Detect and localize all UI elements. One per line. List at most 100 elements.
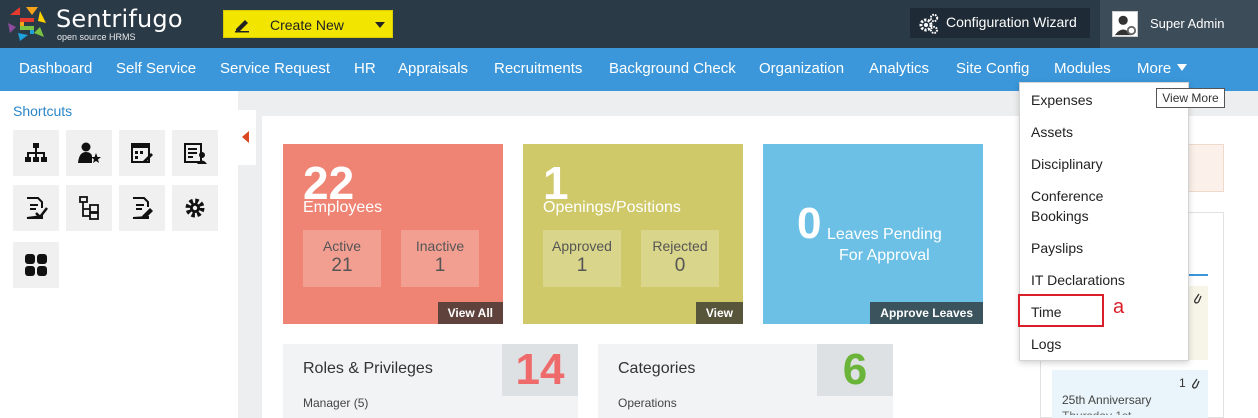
shortcut-calendar[interactable] (119, 130, 165, 176)
menu-item-time[interactable]: Time (1031, 304, 1062, 320)
leaves-label-line2: For Approval (839, 247, 930, 264)
approve-leaves-button[interactable]: Approve Leaves (870, 302, 983, 324)
rejected-label: Rejected (652, 238, 708, 254)
notice-widget (1188, 144, 1224, 192)
brand-tagline: open source HRMS (57, 32, 136, 42)
leaves-label-line1: Leaves Pending (827, 226, 942, 243)
openings-rejected-box: Rejected 0 (641, 230, 719, 287)
roles-count: 14 (502, 344, 578, 396)
roles-title: Roles & Privileges (303, 360, 433, 377)
nav-site-config[interactable]: Site Config (956, 60, 1030, 77)
menu-item-it-declarations[interactable]: IT Declarations (1031, 272, 1125, 288)
tree-structure-icon (79, 196, 99, 220)
create-new-label: Create New (270, 17, 344, 33)
events-tab-underline (1184, 274, 1208, 276)
active-value: 21 (331, 255, 353, 276)
leaves-card: 0 Leaves Pending For Approval Approve Le… (763, 144, 983, 324)
brand-name: Sentrifugo (56, 5, 183, 33)
menu-item-disciplinary[interactable]: Disciplinary (1031, 156, 1103, 172)
paperclip-icon (1192, 378, 1200, 389)
nav-hr[interactable]: HR (354, 60, 376, 77)
top-header: Sentrifugo open source HRMS Create New C… (0, 0, 1258, 48)
shortcut-apps[interactable] (13, 242, 59, 288)
nav-dashboard[interactable]: Dashboard (19, 60, 93, 77)
nav-organization[interactable]: Organization (759, 60, 845, 77)
active-label: Active (322, 238, 362, 254)
nav-self-service[interactable]: Self Service (116, 60, 197, 77)
document-edit-icon (132, 197, 153, 219)
caret-down-icon (1177, 64, 1188, 71)
menu-item-assets[interactable]: Assets (1031, 124, 1074, 140)
nav-more-label: More (1137, 60, 1172, 77)
menu-item-payslips[interactable]: Payslips (1031, 240, 1084, 256)
menu-item-expenses[interactable]: Expenses (1031, 92, 1093, 108)
employees-count: 22 (303, 157, 355, 209)
categories-first-item[interactable]: Operations (618, 396, 677, 410)
nav-more[interactable]: More (1137, 60, 1188, 77)
roles-privileges-panel: Roles & Privileges 14 Manager (5) (283, 344, 578, 418)
shortcut-employee-star[interactable] (66, 130, 112, 176)
inactive-value: 1 (434, 255, 446, 276)
view-more-tooltip: View More (1156, 88, 1225, 108)
nav-modules[interactable]: Modules (1054, 60, 1111, 77)
calendar-edit-icon (131, 143, 153, 163)
categories-title: Categories (618, 360, 696, 377)
menu-item-conference[interactable]: Conference (1031, 188, 1104, 204)
shortcut-document-edit[interactable] (119, 185, 165, 231)
org-chart-icon (25, 143, 47, 162)
rejected-value: 0 (674, 255, 686, 276)
document-check-icon (26, 197, 48, 219)
user-name: Super Admin (1150, 16, 1225, 31)
categories-panel: Categories 6 Operations (598, 344, 893, 418)
logo-mark-icon (8, 7, 46, 41)
employees-label: Employees (303, 199, 383, 216)
nav-analytics[interactable]: Analytics (869, 60, 930, 77)
employees-active-box: Active 21 (303, 230, 381, 287)
employees-inactive-box: Inactive 1 (401, 230, 479, 287)
nav-recruitments[interactable]: Recruitments (494, 60, 583, 77)
paperclip-icon (1194, 293, 1202, 304)
menu-item-logs[interactable]: Logs (1031, 336, 1062, 352)
shortcut-settings[interactable] (172, 185, 218, 231)
roles-first-item[interactable]: Manager (5) (303, 396, 369, 410)
nav-service-request[interactable]: Service Request (220, 60, 331, 77)
more-dropdown-menu: Expenses Assets Disciplinary Conference … (1019, 82, 1189, 361)
sidebar-collapse-toggle[interactable] (238, 110, 256, 165)
inactive-label: Inactive (415, 238, 465, 254)
gear-icon (185, 198, 205, 218)
arrow-left-icon (242, 131, 249, 143)
anniversary-item[interactable] (1052, 370, 1208, 418)
anniversary-text: 25th Anniversary (1062, 393, 1152, 407)
leaves-count: 0 (797, 199, 822, 248)
view-openings-button[interactable]: View (695, 302, 743, 324)
shortcut-document-check[interactable] (13, 185, 59, 231)
view-all-employees-button[interactable]: View All (437, 302, 503, 324)
openings-count: 1 (543, 157, 569, 209)
leaves-label: Leaves Pending For Approval (827, 224, 942, 266)
employee-star-icon (78, 142, 101, 163)
categories-count: 6 (817, 344, 893, 396)
shortcut-id-card[interactable] (172, 130, 218, 176)
openings-card: 1 Openings/Positions Approved 1 Rejected… (523, 144, 743, 324)
shortcuts-sidebar: Shortcuts (0, 91, 238, 418)
employees-card: 22 Employees Active 21 Inactive 1 View A… (283, 144, 503, 324)
id-card-icon (184, 143, 207, 164)
shortcut-tree-structure[interactable] (66, 185, 112, 231)
shortcut-org-chart[interactable] (13, 130, 59, 176)
annotation-label: a (1113, 296, 1125, 318)
pencil-icon (235, 20, 249, 33)
openings-label: Openings/Positions (543, 199, 681, 216)
avatar (1112, 11, 1138, 37)
shortcuts-title: Shortcuts (13, 103, 73, 119)
time-highlight-box (1018, 294, 1104, 327)
chevron-down-icon (375, 22, 385, 28)
gears-icon (919, 13, 939, 34)
nav-background-check[interactable]: Background Check (609, 60, 736, 77)
nav-appraisals[interactable]: Appraisals (398, 60, 469, 77)
attachment-count: 1 (1179, 376, 1186, 390)
user-menu[interactable]: Super Admin (1100, 0, 1258, 48)
menu-item-bookings[interactable]: Bookings (1031, 208, 1089, 224)
sentrifugo-logo[interactable]: Sentrifugo open source HRMS (6, 3, 196, 45)
configuration-wizard-button[interactable]: Configuration Wizard (910, 8, 1090, 38)
create-new-button[interactable]: Create New (223, 10, 393, 38)
